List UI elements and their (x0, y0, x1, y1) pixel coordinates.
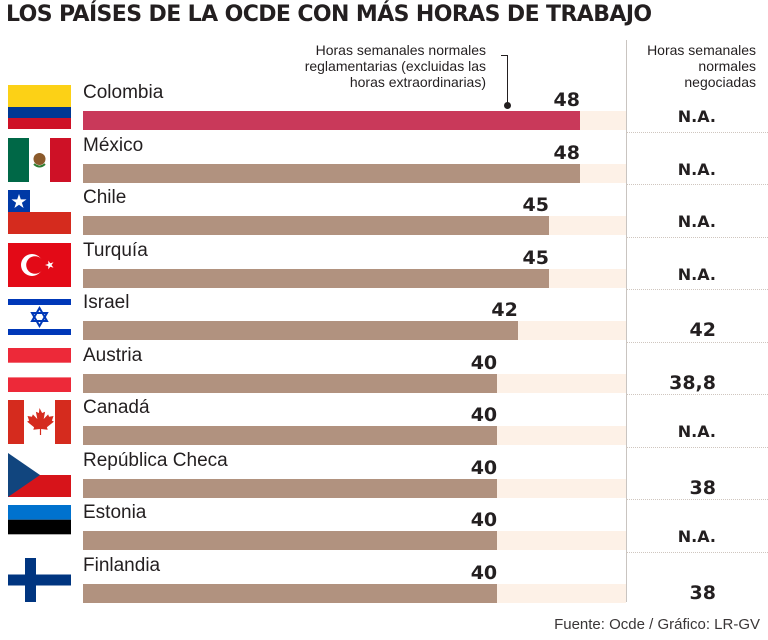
category-label: Colombia (83, 82, 164, 103)
bar-value-label: 48 (553, 141, 580, 164)
category-label: Turquía (83, 239, 148, 261)
finland-flag-icon (8, 557, 71, 602)
chart-row: México 48 N.A. (0, 131, 768, 190)
row-separator (626, 499, 768, 500)
bar (83, 373, 498, 393)
row-separator (626, 236, 768, 238)
chile-flag-icon (8, 190, 71, 234)
annotation-line-3: horas extraordinarias) (349, 74, 486, 90)
bar (83, 531, 498, 550)
bar (83, 321, 518, 340)
negotiated-hours-value: N.A. (677, 107, 716, 126)
category-label: Austria (83, 344, 143, 366)
series-annotation: Horas semanales normales reglamentarias … (256, 42, 486, 90)
czech-flag-icon (8, 452, 71, 497)
estonia-flag-icon (8, 505, 71, 549)
category-label: México (83, 134, 144, 156)
chart-row: Finlandia 40 38 (0, 551, 768, 610)
israel-flag-icon (8, 295, 71, 339)
bar (83, 583, 498, 603)
annotation-line-1: Horas semanales normales (315, 42, 486, 58)
mexico-flag-icon (8, 137, 71, 182)
negotiated-hours-value: 38 (689, 581, 716, 604)
category-label: Canadá (83, 397, 150, 418)
chart-row: Estonia 40 N.A. (0, 499, 768, 557)
bar-value-label: 40 (470, 351, 498, 374)
annotation-line-2: reglamentarias (excluidas las (304, 58, 486, 74)
category-label: Estonia (83, 502, 147, 523)
bar-value-label: 40 (470, 561, 498, 584)
category-label: Chile (83, 187, 127, 208)
chart-row: Canadá 40 N.A. (0, 394, 768, 452)
annotation-leader-line (501, 55, 508, 105)
austria-flag-icon (8, 347, 71, 392)
bar (83, 163, 580, 183)
negotiated-column-header: Horas semanales normales negociadas (626, 42, 756, 90)
bar-value-label: 45 (522, 194, 549, 216)
turkey-flag-icon (8, 242, 71, 287)
negotiated-hours-value: N.A. (677, 264, 716, 284)
column-divider (626, 40, 627, 602)
chart-row: Israel 42 42 (0, 289, 768, 347)
category-label: República Checa (83, 449, 228, 471)
negotiated-hours-value: 38 (689, 476, 716, 499)
negotiated-hours-value: N.A. (677, 212, 716, 231)
bar (83, 216, 549, 235)
negotiated-hours-value: 38,8 (669, 371, 716, 394)
colombia-flag-icon (8, 85, 71, 129)
row-separator (626, 289, 768, 290)
bar (83, 111, 580, 130)
col-header-line-1: Horas semanales (647, 42, 756, 58)
negotiated-hours-value: N.A. (677, 159, 716, 179)
bar-value-label: 40 (470, 509, 498, 531)
canada-flag-icon (8, 400, 71, 444)
row-separator (626, 184, 768, 185)
chart-title: LOS PAÍSES DE LA OCDE CON MÁS HORAS DE T… (6, 2, 652, 27)
bar-value-label: 48 (553, 89, 580, 111)
bar-value-label: 40 (470, 404, 498, 426)
chart-row: Turquía 45 N.A. (0, 236, 768, 295)
category-label: Finlandia (83, 554, 161, 576)
source-credit: Fuente: Ocde / Gráfico: LR-GV (554, 616, 760, 633)
negotiated-hours-value: N.A. (677, 422, 716, 441)
bar (83, 426, 498, 445)
chart-row: Austria 40 38,8 (0, 341, 768, 400)
row-separator (626, 446, 768, 448)
negotiated-hours-value: 42 (689, 319, 716, 341)
category-label: Israel (83, 292, 130, 313)
chart-row: Colombia 48 N.A. (0, 82, 768, 137)
bar-value-label: 45 (522, 246, 549, 269)
bar-value-label: 40 (470, 456, 498, 479)
bar (83, 268, 549, 288)
bar (83, 478, 498, 498)
annotation-dot (504, 102, 511, 109)
chart-row: República Checa 40 38 (0, 446, 768, 505)
bar-value-label: 42 (491, 299, 518, 321)
row-separator (626, 131, 768, 133)
negotiated-hours-value: N.A. (677, 527, 716, 546)
row-separator (626, 394, 768, 395)
chart-row: Chile 45 N.A. (0, 184, 768, 242)
col-header-line-2: normales (698, 58, 756, 74)
col-header-line-3: negociadas (684, 74, 756, 90)
row-separator (626, 551, 768, 553)
row-separator (626, 341, 768, 343)
